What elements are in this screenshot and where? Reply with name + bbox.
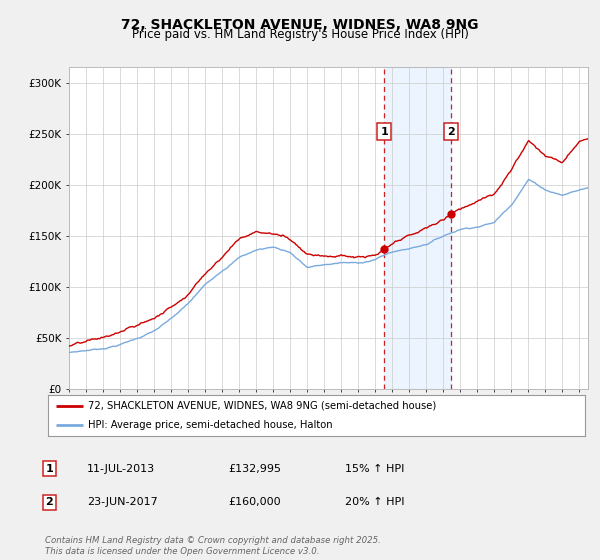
Text: 2: 2 — [46, 497, 53, 507]
Text: Price paid vs. HM Land Registry's House Price Index (HPI): Price paid vs. HM Land Registry's House … — [131, 28, 469, 41]
Text: 1: 1 — [46, 464, 53, 474]
Text: 11-JUL-2013: 11-JUL-2013 — [87, 464, 155, 474]
Text: 2: 2 — [448, 127, 455, 137]
Text: 72, SHACKLETON AVENUE, WIDNES, WA8 9NG (semi-detached house): 72, SHACKLETON AVENUE, WIDNES, WA8 9NG (… — [88, 401, 437, 411]
Text: 20% ↑ HPI: 20% ↑ HPI — [345, 497, 404, 507]
Text: 15% ↑ HPI: 15% ↑ HPI — [345, 464, 404, 474]
Text: 72, SHACKLETON AVENUE, WIDNES, WA8 9NG: 72, SHACKLETON AVENUE, WIDNES, WA8 9NG — [121, 18, 479, 32]
Text: £132,995: £132,995 — [228, 464, 281, 474]
Text: Contains HM Land Registry data © Crown copyright and database right 2025.
This d: Contains HM Land Registry data © Crown c… — [45, 536, 381, 556]
Text: £160,000: £160,000 — [228, 497, 281, 507]
Bar — [385, 67, 451, 389]
Text: 23-JUN-2017: 23-JUN-2017 — [87, 497, 158, 507]
Text: 1: 1 — [380, 127, 388, 137]
Text: HPI: Average price, semi-detached house, Halton: HPI: Average price, semi-detached house,… — [88, 419, 333, 430]
